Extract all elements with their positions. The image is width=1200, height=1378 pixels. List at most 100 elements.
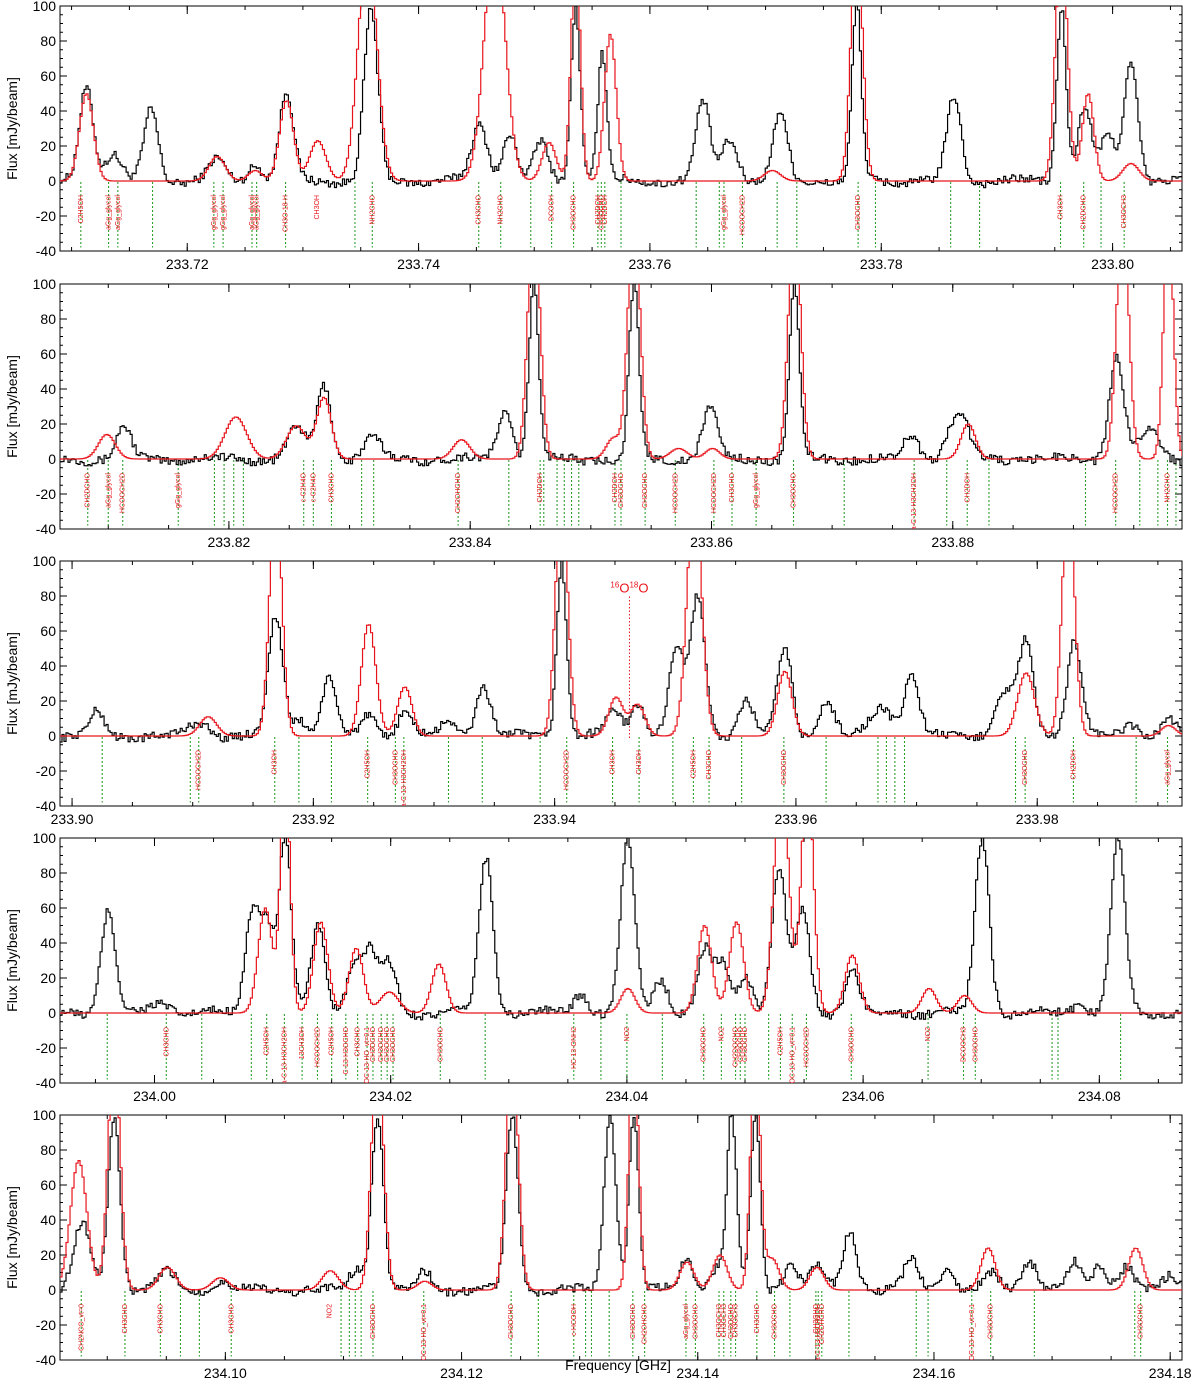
y-tick-label: 80 bbox=[40, 588, 56, 604]
species-label: CH2DOH bbox=[602, 195, 609, 225]
y-tick-label: -40 bbox=[36, 243, 56, 259]
species-label: CH3OCH3 bbox=[716, 1304, 723, 1338]
species-label: CH3OCHO bbox=[384, 1026, 391, 1062]
species-label: CH3OCHO bbox=[598, 194, 605, 230]
y-tick-label: 100 bbox=[33, 276, 57, 292]
species-label: CH3OCHO bbox=[370, 1026, 377, 1062]
species-label: CH3OCHO bbox=[370, 1303, 377, 1339]
species-label: CH2DCHO bbox=[1081, 194, 1088, 229]
x-axis-title: Frequency [GHz] bbox=[565, 1357, 671, 1373]
species-label: CH3CHO bbox=[122, 1303, 129, 1333]
y-tick-label: -40 bbox=[36, 1352, 56, 1368]
species-label: a-C-13-H3CH2OH bbox=[911, 473, 918, 530]
species-label: a-C-13-H3CH2OH bbox=[401, 750, 408, 807]
species-label: CH3OC-13-HO_vt=0,1 bbox=[364, 1027, 371, 1098]
y-tick-label: -40 bbox=[36, 798, 56, 814]
species-label: NH2CHO bbox=[498, 194, 505, 224]
x-tick-label: 233.94 bbox=[533, 811, 576, 827]
species-label: CH3OCHO bbox=[855, 194, 862, 230]
species-label: CH3OCHO bbox=[781, 749, 788, 785]
species-label: CH3OCHO bbox=[972, 1026, 979, 1062]
panels-group: 100 80 60 40 20 0 -20 -40 233.72 233.74 233.76 233.… bbox=[4, 0, 1192, 1378]
species-label: a-C-13-H3CH2OH bbox=[815, 1304, 822, 1361]
species-label: C2H5OH bbox=[777, 1027, 784, 1055]
y-tick-label: -20 bbox=[36, 208, 56, 224]
x-tick-label: 233.76 bbox=[629, 256, 672, 272]
species-label: CH3OCHO bbox=[392, 749, 399, 785]
species-label: C2H5OH bbox=[365, 750, 372, 778]
y-axis-title: Flux [mJy/beam] bbox=[4, 1186, 20, 1289]
species-label: aGg_glycol bbox=[249, 195, 256, 230]
species-label: CH3OH bbox=[636, 750, 643, 775]
species-label: aGg_glycol bbox=[254, 195, 261, 230]
species-label: CH2DOH bbox=[595, 195, 602, 225]
y-tick-label: 100 bbox=[33, 553, 57, 569]
observed-spectrum bbox=[60, 838, 1182, 1021]
observed-spectrum bbox=[60, 1115, 1182, 1297]
panel-plot-area: C2H5OH aGg_glycol aGg_glycol gGg_glycol gGg_… bbox=[60, 6, 1182, 248]
species-label: NO2 bbox=[718, 1027, 725, 1042]
species-label: CH3OCHO bbox=[692, 1303, 699, 1339]
panel-plot-area: CH2NCO_vt=0 CH3CHO CH3CHO CH3CHO NO2 CH3OCHO C… bbox=[60, 1115, 1182, 1361]
y-tick-label: 0 bbox=[48, 1282, 56, 1298]
model-spectrum bbox=[60, 284, 1182, 460]
species-label: CH3CHO bbox=[729, 472, 736, 502]
species-label: aGg_glycol bbox=[105, 473, 112, 508]
species-label: CH3OCHO bbox=[701, 1026, 708, 1062]
x-tick-label: 233.96 bbox=[775, 811, 818, 827]
species-label: CH3OCHO bbox=[1138, 1303, 1145, 1339]
model-spectrum bbox=[60, 561, 1182, 737]
species-label: CH3OCH3 bbox=[733, 1304, 740, 1338]
species-label: CH3OCHO bbox=[571, 194, 578, 230]
species-label: CH3OCHO bbox=[390, 1026, 397, 1062]
species-label: CH3OCHO bbox=[1022, 749, 1029, 785]
species-label: gGg_glycol bbox=[220, 195, 227, 230]
species-label: CH3CHO bbox=[476, 194, 483, 224]
species-label: CH3CHO bbox=[157, 1303, 164, 1333]
x-tick-label: 234.12 bbox=[440, 1365, 483, 1378]
observed-spectrum bbox=[60, 561, 1182, 743]
species-label: HCOOCH2D bbox=[120, 473, 127, 513]
x-tick-label: 233.80 bbox=[1091, 256, 1134, 272]
species-label: CH3OCHO bbox=[630, 1303, 637, 1339]
species-label: C2H5OH bbox=[264, 1027, 271, 1055]
y-tick-label: 0 bbox=[48, 173, 56, 189]
species-label: CH3CHO bbox=[163, 1026, 170, 1056]
y-tick-label: 80 bbox=[40, 311, 56, 327]
species-label: CH3OCHO bbox=[772, 1303, 779, 1339]
species-label: gGg_glycol bbox=[211, 195, 218, 230]
species-label: HCOOCH2D bbox=[739, 195, 746, 235]
x-tick-label: 234.16 bbox=[913, 1365, 956, 1378]
species-label: CH3OCHO bbox=[618, 472, 625, 508]
species-label: CH3OCH3 bbox=[1121, 195, 1128, 229]
species-label: aGg_glycol bbox=[106, 195, 113, 230]
species-label: 13CH3OH bbox=[299, 1027, 306, 1059]
y-tick-label: 80 bbox=[40, 33, 56, 49]
species-label: HCOOCH2D bbox=[672, 473, 679, 513]
y-axis-title: Flux [mJy/beam] bbox=[4, 77, 20, 180]
species-label: CH3OCHO bbox=[642, 472, 649, 508]
species-label: NH2CHO bbox=[1165, 472, 1172, 502]
y-tick-label: -20 bbox=[36, 1040, 56, 1056]
species-label: CH3CHO bbox=[328, 472, 335, 502]
x-tick-label: 233.90 bbox=[51, 811, 94, 827]
species-label: HC-13-ONH2 bbox=[571, 1027, 578, 1069]
species-label: DCOOCH3 bbox=[961, 1027, 968, 1062]
species-label: CH3OCHO bbox=[437, 1026, 444, 1062]
x-tick-label: 234.04 bbox=[605, 1088, 648, 1104]
species-label: c-C2H4O bbox=[310, 472, 317, 502]
species-label: HCOOCH2D bbox=[564, 750, 571, 790]
model-spectrum bbox=[60, 1115, 1182, 1291]
species-label: aGg_glycol bbox=[683, 1304, 690, 1339]
species-label: CH3O-18-H bbox=[283, 195, 290, 232]
y-tick-label: 20 bbox=[40, 970, 56, 986]
species-label: HCOOCH2D bbox=[803, 1027, 810, 1067]
species-label: NO2 bbox=[925, 1027, 932, 1042]
y-tick-label: -40 bbox=[36, 1075, 56, 1091]
x-tick-label: 233.88 bbox=[931, 534, 974, 550]
species-label: C2H5OH bbox=[690, 750, 697, 778]
x-tick-label: 234.08 bbox=[1078, 1088, 1121, 1104]
species-label: HCOOCH2D bbox=[196, 750, 203, 790]
species-label: c-HCOOH bbox=[571, 1304, 578, 1336]
